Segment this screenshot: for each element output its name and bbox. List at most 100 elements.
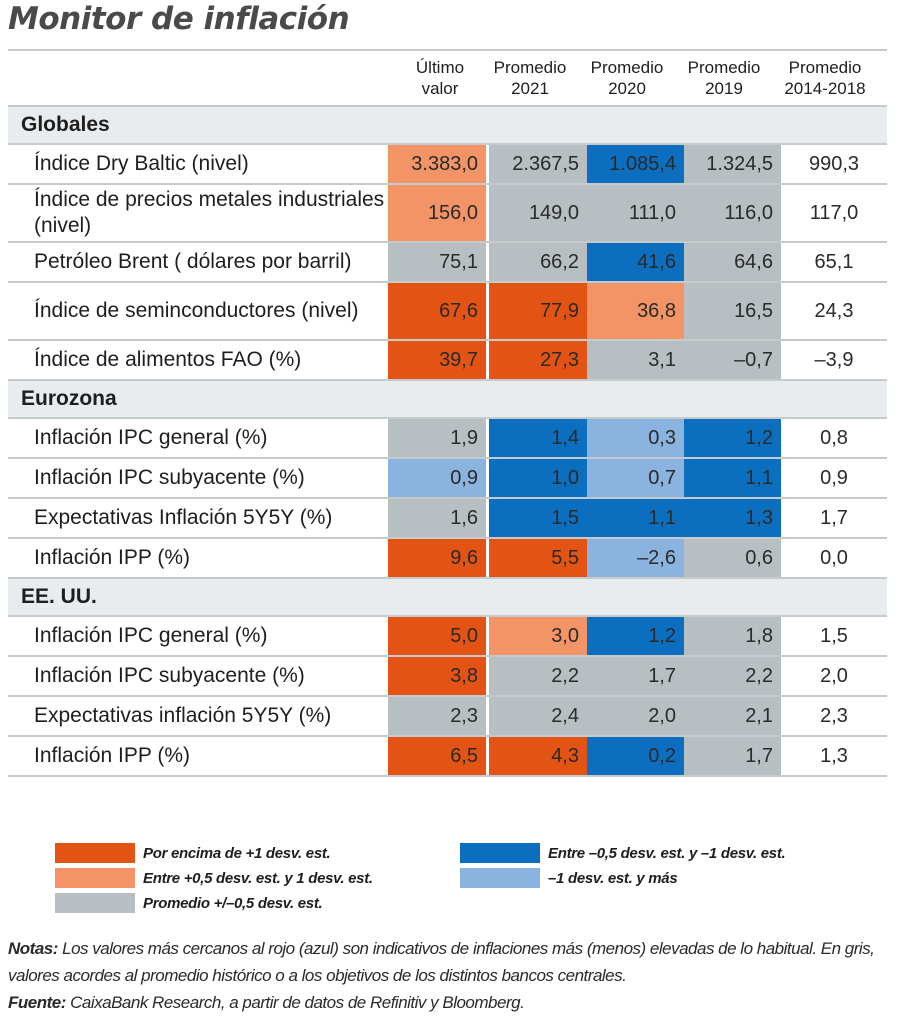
notes: Notas: Los valores más cercanos al rojo … xyxy=(8,935,893,1016)
row-label: Índice Dry Baltic (nivel) xyxy=(34,152,249,175)
table-row: Inflación IPC general (%) 1,9 1,4 0,3 1,2 0,8 xyxy=(8,419,887,459)
legend-swatch xyxy=(55,893,135,913)
value-cell: 3,1 xyxy=(587,341,684,379)
row-label: Índice de alimentos FAO (%) xyxy=(34,348,302,371)
section-header: Eurozona xyxy=(8,381,887,419)
value-cell: 1,0 xyxy=(489,459,587,497)
value-cell: 9,6 xyxy=(388,539,486,577)
value-cell: 117,0 xyxy=(781,185,887,241)
row-label: Expectativas inflación 5Y5Y (%) xyxy=(34,704,332,727)
legend-label: Entre –0,5 desv. est. y –1 desv. est. xyxy=(548,844,786,862)
section-label: EE. UU. xyxy=(21,585,97,608)
table-row: Inflación IPP (%) 9,6 5,5 –2,6 0,6 0,0 xyxy=(8,539,887,579)
source-text: CaixaBank Research, a partir de datos de… xyxy=(65,993,525,1012)
table-row: Inflación IPC subyacente (%) 0,9 1,0 0,7 1,1… xyxy=(8,459,887,499)
column-header: Promedio 2019 xyxy=(669,57,779,99)
notes-text: Los valores más cercanos al rojo (azul) … xyxy=(8,939,875,985)
value-cell: 16,5 xyxy=(684,283,781,339)
value-cell: 0,9 xyxy=(388,459,486,497)
legend-item: Por encima de +1 desv. est. xyxy=(55,843,331,863)
value-cell: 1,1 xyxy=(587,499,684,537)
value-cell: 39,7 xyxy=(388,341,486,379)
section-label: Eurozona xyxy=(21,387,117,410)
value-cell: 1,5 xyxy=(489,499,587,537)
notes-label: Notas: xyxy=(8,939,58,958)
value-cell: 41,6 xyxy=(587,243,684,281)
value-cell: 0,3 xyxy=(587,419,684,457)
value-cell: 77,9 xyxy=(489,283,587,339)
value-cell: 1,5 xyxy=(781,617,887,655)
row-label: Inflación IPP (%) xyxy=(34,744,191,767)
column-header: Promedio 2014-2018 xyxy=(770,57,880,99)
value-cell: 0,0 xyxy=(781,539,887,577)
legend-swatch xyxy=(460,868,540,888)
value-cell: 1,8 xyxy=(684,617,781,655)
column-header: Último valor xyxy=(385,57,495,99)
value-cell: 2,3 xyxy=(781,697,887,735)
row-label: Inflación IPC subyacente (%) xyxy=(34,466,305,489)
value-cell: 1,6 xyxy=(388,499,486,537)
legend-item: –1 desv. est. y más xyxy=(460,868,678,888)
column-header-line1: Promedio xyxy=(687,58,761,77)
value-cell: 2,0 xyxy=(781,657,887,695)
value-cell: 3,8 xyxy=(388,657,486,695)
value-cell: 1,1 xyxy=(684,459,781,497)
value-cell: 990,3 xyxy=(781,145,887,183)
value-cell: 1,7 xyxy=(684,737,781,775)
value-cell: 1,2 xyxy=(684,419,781,457)
value-cell: 116,0 xyxy=(684,185,781,241)
value-cell: 0,2 xyxy=(587,737,684,775)
row-label: Índice de seminconductores (nivel) xyxy=(34,299,359,322)
row-label: Inflación IPC subyacente (%) xyxy=(34,664,305,687)
section-header: Globales xyxy=(8,107,887,145)
column-header-line2: 2019 xyxy=(705,79,743,98)
value-cell: 0,7 xyxy=(587,459,684,497)
legend: Por encima de +1 desv. est. Entre +0,5 de… xyxy=(55,843,895,923)
legend-swatch xyxy=(55,843,135,863)
legend-label: Promedio +/–0,5 desv. est. xyxy=(143,894,323,912)
value-cell: 1.324,5 xyxy=(684,145,781,183)
column-header-line1: Promedio xyxy=(788,58,862,77)
value-cell: 67,6 xyxy=(388,283,486,339)
source-paragraph: Fuente: CaixaBank Research, a partir de … xyxy=(8,989,893,1016)
value-cell: 5,0 xyxy=(388,617,486,655)
value-cell: 0,9 xyxy=(781,459,887,497)
legend-label: –1 desv. est. y más xyxy=(548,869,678,887)
row-label: Petróleo Brent ( dólares por barril) xyxy=(34,250,352,273)
column-header-line2: 2020 xyxy=(608,79,646,98)
column-header-line1: Último xyxy=(415,58,465,77)
value-cell: 24,3 xyxy=(781,283,887,339)
table-header: Último valor Promedio 2021 Promedio 2020 Prome… xyxy=(8,51,887,105)
column-header-line2: 2021 xyxy=(511,79,549,98)
table-row: Índice de alimentos FAO (%) 39,7 27,3 3,1 –0… xyxy=(8,341,887,381)
table-row: Inflación IPC general (%) 5,0 3,0 1,2 1,8 1,5 xyxy=(8,617,887,657)
value-cell: 3,0 xyxy=(489,617,587,655)
value-cell: 6,5 xyxy=(388,737,486,775)
value-cell: 27,3 xyxy=(489,341,587,379)
value-cell: 2,2 xyxy=(684,657,781,695)
legend-swatch xyxy=(460,843,540,863)
column-header: Promedio 2020 xyxy=(572,57,682,99)
legend-label: Por encima de +1 desv. est. xyxy=(143,844,331,862)
value-cell: 3.383,0 xyxy=(388,145,486,183)
value-cell: 111,0 xyxy=(587,185,684,241)
notes-paragraph: Notas: Los valores más cercanos al rojo … xyxy=(8,935,893,989)
top-divider xyxy=(8,49,887,51)
value-cell: 75,1 xyxy=(388,243,486,281)
column-header-line2: valor xyxy=(421,79,459,98)
column-header-line2: 2014-2018 xyxy=(784,79,866,98)
table-row: Inflación IPP (%) 6,5 4,3 0,2 1,7 1,3 xyxy=(8,737,887,777)
value-cell: 149,0 xyxy=(489,185,587,241)
value-cell: 0,8 xyxy=(781,419,887,457)
value-cell: 1,4 xyxy=(489,419,587,457)
legend-item: Promedio +/–0,5 desv. est. xyxy=(55,893,323,913)
value-cell: 2,3 xyxy=(388,697,486,735)
value-cell: 5,5 xyxy=(489,539,587,577)
column-header-line1: Promedio xyxy=(493,58,567,77)
value-cell: –3,9 xyxy=(781,341,887,379)
source-label: Fuente: xyxy=(8,993,66,1012)
table-row: Índice de precios metales industriales (… xyxy=(8,185,887,243)
value-cell: 1,7 xyxy=(587,657,684,695)
value-cell: 64,6 xyxy=(684,243,781,281)
row-label: Expectativas Inflación 5Y5Y (%) xyxy=(34,506,333,529)
